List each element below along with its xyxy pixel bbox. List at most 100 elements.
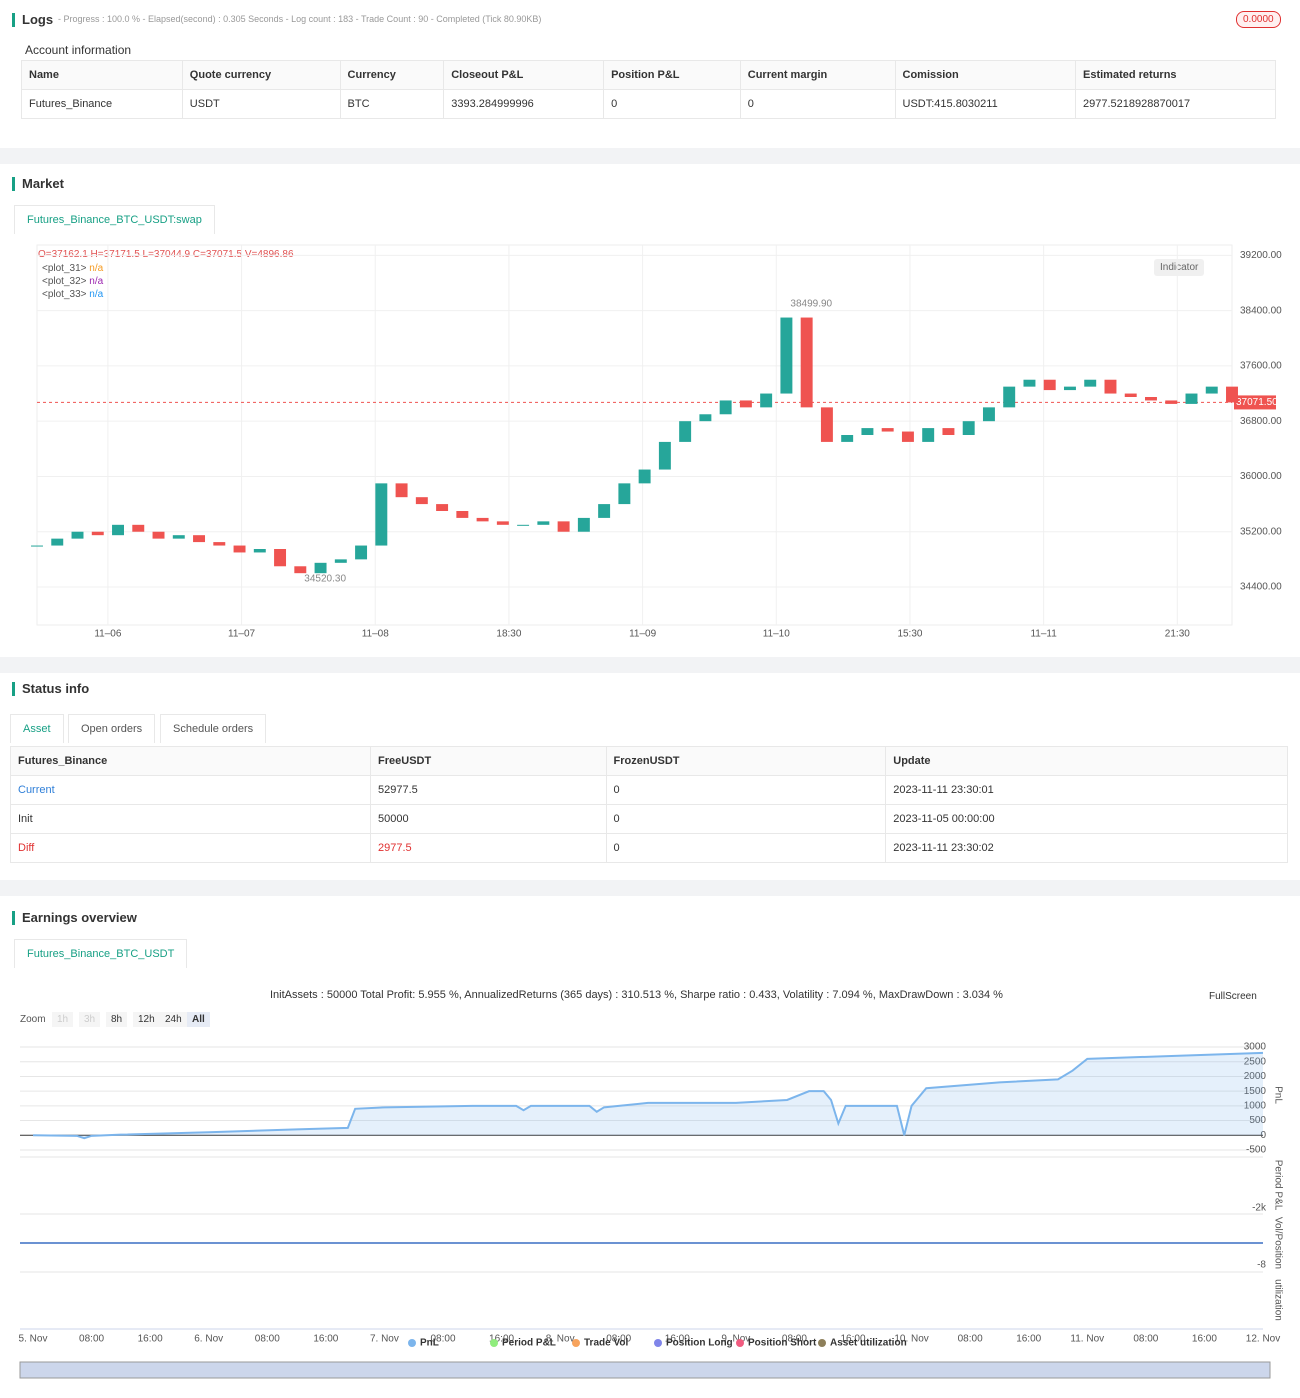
cell: Futures_Binance [21,89,183,119]
y-tick-label: -2k [1252,1203,1267,1214]
y-tick-label: 2000 [1244,1071,1267,1082]
y-tick-label: 39200.00 [1240,250,1282,261]
tab[interactable]: Futures_Binance_BTC_USDT:swap [14,205,215,234]
legend-value: n/a [89,289,104,300]
y-tick-label: 36000.00 [1240,471,1282,482]
ohlc: O=37162.1 H=37171.5 L=37044.9 C=37071.5 … [38,249,294,260]
candle [618,483,631,505]
x-tick-label: 11. Nov [1070,1334,1104,1345]
annotation: 34520.30 [304,573,346,584]
y-tick-label: 3000 [1244,1042,1267,1053]
candle [1226,386,1238,403]
legend-marker [408,1339,416,1347]
candle [780,317,793,394]
badge[interactable]: 0.0000 [1236,11,1281,28]
x-tick-label: 12. Nov [1246,1334,1280,1345]
x-tick-label: 08:00 [782,1334,807,1345]
candle [861,428,874,435]
candle [91,531,104,536]
cell: 0 [739,89,896,119]
header-cell: FreeUSDT [370,746,607,776]
x-tick-label: 11–11 [1030,629,1057,640]
legend: <plot_31> n/a <plot_32> n/a <plot_33> n/a [42,262,103,301]
candle [355,545,368,560]
y-tick-label: 38400.00 [1240,305,1282,316]
candle [395,483,408,498]
candle [253,549,266,553]
section-title: Status info [12,682,89,696]
axis-title: PnL [1272,1086,1283,1104]
x-tick-label: 21:30 [1165,629,1190,640]
cell: 52977.5 [370,775,607,805]
candle [557,521,570,532]
candle [820,407,833,442]
candle [1145,397,1157,401]
candle [537,521,550,525]
legend-marker [572,1339,580,1347]
x-tick-label: 16:00 [1192,1334,1217,1345]
zoom-button[interactable]: 24h [160,1012,187,1027]
zoom-button[interactable]: All [187,1012,210,1027]
cell: 0 [603,89,741,119]
cell: 2023-11-05 00:00:00 [885,804,1288,834]
legend-label: Period P&L [502,1338,556,1349]
legend-marker [654,1339,662,1347]
candle [436,504,449,511]
header-cell: Closeout P&L [443,60,605,90]
candle [51,538,64,546]
legend-label: Position Long [666,1338,733,1349]
zoom-button[interactable]: 3h [79,1012,101,1027]
y-tick-label: 500 [1249,1115,1266,1126]
tab[interactable]: Futures_Binance_BTC_USDT [14,939,188,968]
x-tick-label: 16:00 [840,1334,865,1345]
last-price-box [1234,395,1276,410]
axis-title: Vol/Position [1272,1217,1283,1269]
candle [1185,393,1198,404]
candle [1043,379,1056,391]
tab[interactable]: Schedule orders [160,714,267,743]
zoom-button[interactable]: 12h [133,1012,160,1027]
x-tick-label: 7. Nov [370,1334,399,1345]
candle [841,435,854,442]
header-cell: Futures_Binance [9,746,372,776]
plot-area [36,244,1233,626]
candle [982,407,995,422]
legend-label: Trade Vol [584,1338,628,1349]
indicator-button[interactable]: Indicator [1154,259,1205,276]
x-tick-label: 11–08 [362,629,390,640]
candle [233,545,246,553]
cell: 2023-11-11 23:30:02 [885,833,1288,863]
tab[interactable]: Open orders [68,714,156,743]
candle [375,483,388,546]
candle [71,531,84,539]
axis-title: Period P&L [1272,1160,1283,1211]
x-tick-label: 16:00 [1016,1334,1041,1345]
candle [719,400,732,415]
cell: 0 [605,775,887,805]
candle [172,535,185,539]
zoom-button[interactable]: 1h [52,1012,74,1027]
candle [800,317,813,408]
zoom-button[interactable]: 8h [106,1012,128,1027]
log-status: - Progress : 100.0 % - Elapsed(second) :… [58,14,542,24]
x-tick-label: 08:00 [79,1334,104,1345]
cell: Init [9,804,372,834]
x-tick-label: 11–06 [94,629,122,640]
y-tick-label: -500 [1246,1145,1266,1156]
candle [760,393,773,408]
x-tick-label: 8. Nov [546,1334,575,1345]
x-tick-label: 11–09 [629,629,657,640]
row: Diff 2977.5 0 2023-11-11 23:30:02 [9,833,1288,863]
candle [962,421,975,435]
fullscreen-button[interactable]: FullScreen [1209,991,1257,1002]
candle [699,414,712,422]
tab[interactable]: Asset [10,714,64,743]
x-tick-label: 6. Nov [194,1334,223,1345]
candle [294,566,307,574]
y-tick-label: 34400.00 [1240,582,1282,593]
status-table: Futures_Binance FreeUSDT FrozenUSDT Update C… [9,746,1288,863]
candle [152,531,165,539]
candle [922,428,935,442]
cell: 2023-11-11 23:30:01 [885,775,1288,805]
candle [1023,379,1036,387]
